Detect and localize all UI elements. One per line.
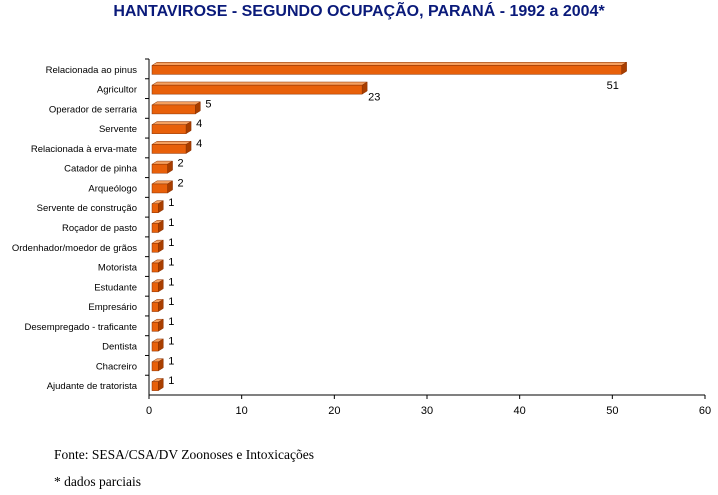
category-label: Chacreiro	[96, 361, 137, 372]
bar-top-face	[151, 81, 369, 86]
data-label: 5	[205, 98, 211, 110]
chart-title: HANTAVIROSE - SEGUNDO OCUPAÇÃO, PARANÁ -…	[113, 3, 605, 20]
category-label: Relacionada ao pinus	[46, 65, 138, 76]
bar	[151, 183, 168, 194]
bar	[151, 282, 159, 293]
data-label: 1	[168, 296, 174, 308]
data-label: 1	[168, 316, 174, 328]
x-tick-label: 30	[421, 405, 433, 417]
bar-top-face	[151, 62, 628, 66]
bar	[151, 223, 159, 233]
bar	[151, 144, 187, 154]
category-label: Servente	[99, 124, 137, 135]
x-tick-label: 10	[236, 405, 248, 417]
category-label: Desempregado - traficante	[25, 322, 137, 333]
data-label: 1	[168, 257, 174, 269]
bar	[151, 262, 159, 273]
data-label: 4	[196, 118, 202, 130]
data-label: 23	[368, 92, 380, 104]
data-label: 4	[196, 138, 202, 150]
category-label: Empresário	[88, 302, 137, 313]
bar	[151, 322, 159, 332]
footnote: * dados parciais	[54, 474, 141, 489]
bar	[151, 361, 159, 372]
bar	[151, 124, 187, 134]
bar	[151, 341, 159, 352]
category-label: Ajudante de tratorista	[47, 381, 138, 392]
data-label: 1	[168, 217, 174, 229]
x-tick-label: 60	[699, 405, 711, 417]
bar	[151, 243, 159, 253]
bar	[151, 84, 363, 95]
bar	[151, 65, 622, 75]
data-label: 1	[168, 197, 174, 209]
data-label: 1	[168, 355, 174, 367]
data-label: 1	[168, 336, 174, 348]
source-note: Fonte: SESA/CSA/DV Zoonoses e Intoxicaçõ…	[54, 447, 314, 462]
bar-top-face	[151, 121, 192, 125]
data-label: 2	[178, 177, 184, 189]
data-label: 1	[168, 237, 174, 249]
category-label: Servente de construção	[37, 203, 137, 214]
x-tick-label: 0	[146, 405, 152, 417]
bar	[151, 163, 168, 174]
category-label: Roçador de pasto	[62, 223, 137, 234]
category-label: Relacionada à erva-mate	[31, 144, 137, 155]
bar-top-face	[151, 141, 192, 145]
data-label: 2	[178, 158, 184, 170]
category-label: Ordenhador/moedor de grãos	[12, 243, 137, 254]
data-label: 1	[168, 375, 174, 387]
x-tick-label: 40	[514, 405, 526, 417]
data-label: 51	[607, 80, 619, 92]
category-label: Arqueólogo	[88, 183, 137, 194]
bar	[151, 104, 196, 115]
category-label: Catador de pinha	[64, 164, 138, 175]
bar	[151, 302, 159, 312]
bar	[151, 381, 159, 391]
bar-top-face	[151, 101, 202, 106]
bar	[151, 203, 159, 213]
category-label: Estudante	[94, 282, 137, 293]
axes-group: 0 10 20 30 40 50 60 Relacionada ao pinus Agricul…	[12, 58, 711, 417]
x-tick-label: 50	[606, 405, 618, 417]
category-label: Motorista	[98, 263, 138, 274]
category-label: Operador de serraria	[49, 104, 138, 115]
x-tick-label: 20	[328, 405, 340, 417]
data-label: 1	[168, 276, 174, 288]
category-label: Dentista	[102, 342, 138, 353]
category-label: Agricultor	[97, 85, 137, 96]
